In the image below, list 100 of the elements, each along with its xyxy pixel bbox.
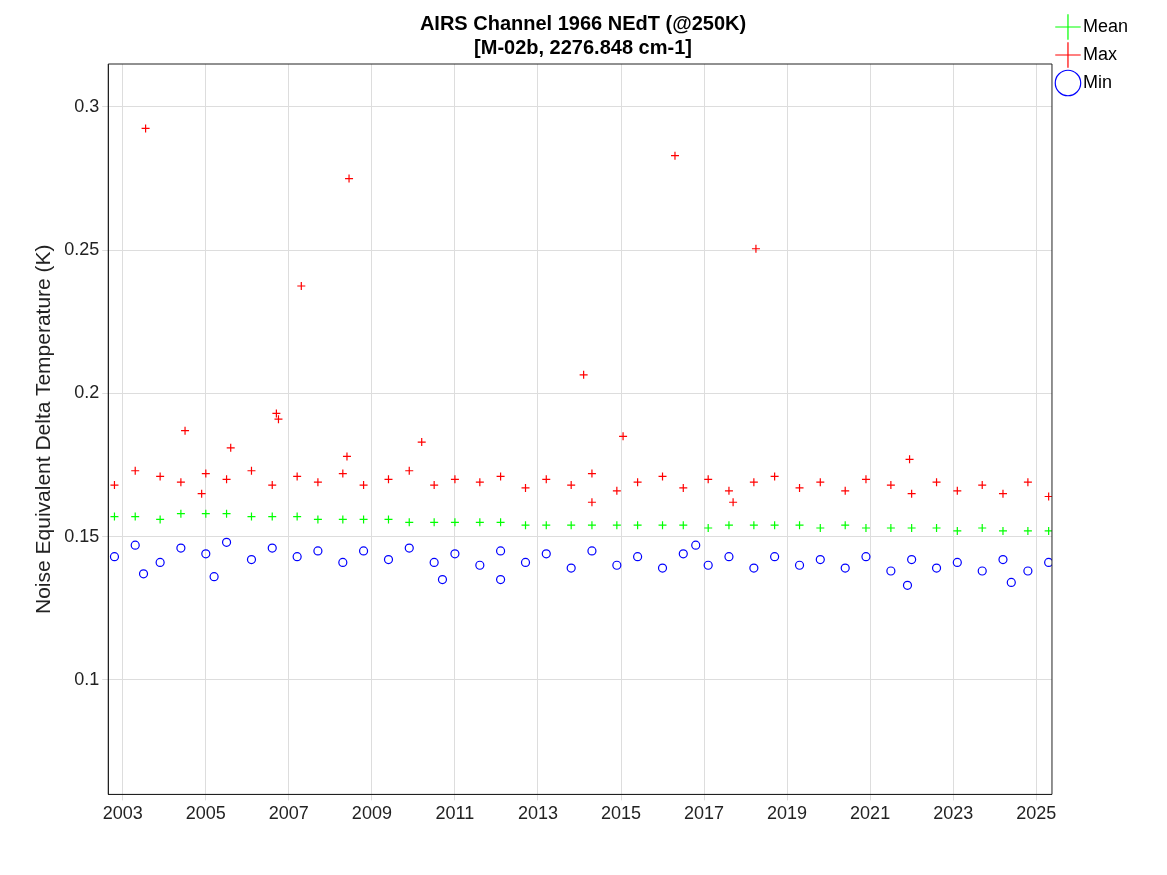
point [724,486,734,496]
x-tick-label: 2015 [600,803,642,824]
point [952,557,962,567]
point [176,477,186,487]
x-tick-label: 2011 [435,803,475,824]
point [931,563,942,573]
point [1023,477,1033,487]
x-tick-label: 2003 [102,803,143,824]
point [221,537,232,547]
point [495,546,506,556]
point [861,552,871,562]
point [130,540,140,550]
point [587,469,597,479]
x-tick-label: 2007 [268,803,309,824]
legend-label: Mean [1082,15,1128,36]
x-tick-label: 2005 [185,803,226,824]
point [998,554,1008,565]
x-tick-label: 2021 [850,803,891,824]
point [861,474,871,484]
point [815,554,825,565]
point [267,480,277,490]
point [566,563,576,573]
y-axis-title: Noise Equivalent Delta Temperature (K) [31,244,55,615]
x-tick-label: 2009 [351,803,392,824]
point [138,569,149,579]
point [749,520,759,530]
point [267,543,277,553]
point [475,560,485,570]
x-tick-label: 2017 [684,803,725,824]
point [358,546,369,556]
point [292,471,302,482]
point [952,526,962,536]
chart-title: AIRS Channel 1966 NEdT (@250K) [M-02b, 2276.848 cm-1] [419,11,747,58]
point [670,151,680,161]
point [292,511,302,522]
point [1023,526,1033,536]
y-tick-label: 0.15 [64,525,100,546]
y-tick-label: 0.1 [74,668,100,689]
point [313,477,323,487]
point [678,483,688,493]
point [404,543,414,553]
point [724,552,734,562]
point [383,554,394,565]
point [1023,566,1033,576]
point [907,523,917,533]
point [703,560,713,570]
point [429,480,439,490]
point [1044,526,1052,536]
point [495,574,506,585]
point [587,497,597,507]
point [587,546,597,556]
point [342,451,352,462]
point [998,526,1008,536]
point [691,540,701,550]
point [728,497,738,507]
point [840,563,850,573]
point [724,520,734,530]
point [155,471,165,482]
point [450,474,460,484]
point [977,480,987,490]
y-tick-label: 0.2 [74,382,100,403]
point [201,549,211,559]
point [246,554,257,565]
legend-label: Max [1082,43,1117,64]
point [155,514,165,525]
point [296,281,306,291]
point [520,557,531,567]
point [815,523,825,533]
point [587,520,597,530]
point [861,523,871,533]
point [450,549,460,559]
point [907,554,917,565]
x-tick-label: 2025 [1016,803,1057,824]
point [998,489,1008,499]
point [794,483,805,493]
point [541,549,551,559]
point [180,426,190,436]
point [749,477,759,487]
point [109,552,120,562]
point [155,557,165,567]
point [176,509,186,519]
point [886,523,896,533]
point [176,543,186,553]
point [633,552,643,562]
point [794,560,805,570]
point [566,480,576,490]
point [1006,577,1016,588]
point [450,517,460,527]
x-tick-label: 2023 [933,803,974,824]
point [344,173,354,184]
point [657,563,668,573]
point [703,523,713,533]
point [902,580,913,590]
point [313,514,323,525]
point [292,552,302,562]
point [977,523,987,533]
point [429,557,439,567]
point [612,560,622,570]
point [618,431,628,441]
point [931,523,942,533]
